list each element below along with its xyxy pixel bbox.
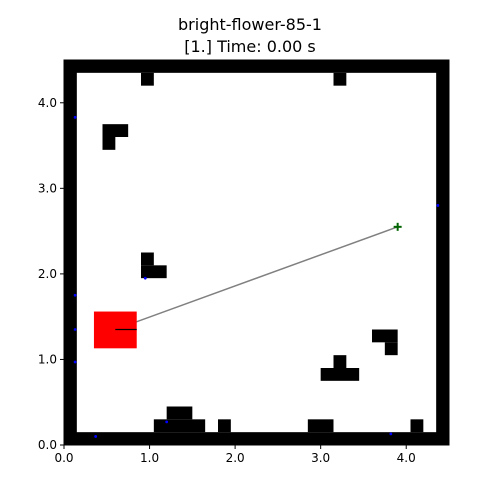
wall-block	[153, 419, 206, 433]
wall-block	[64, 432, 449, 445]
wall-block	[64, 60, 449, 73]
goal-layer	[393, 222, 402, 231]
wall-block	[141, 72, 154, 86]
wall-block	[384, 342, 398, 356]
sensor-point	[73, 293, 77, 297]
wall-block	[102, 137, 116, 150]
y-tick-label: 0.0	[38, 438, 57, 452]
wall-block	[141, 265, 167, 279]
x-axis: 0.0 1.0 2.0 3.0 4.0	[54, 445, 416, 465]
x-tick-label: 2.0	[226, 451, 245, 465]
wall-block	[64, 60, 77, 445]
wall-block	[333, 72, 347, 86]
goal-marker	[393, 222, 402, 231]
sensor-point	[165, 420, 169, 424]
wall-block	[333, 355, 347, 368]
plot-time-readout: [1.] Time: 0.00 s	[184, 37, 316, 56]
wall-block	[410, 419, 424, 433]
plot-title: bright-flower-85-1	[178, 15, 322, 34]
sensor-point	[94, 435, 98, 438]
x-tick-label: 3.0	[311, 451, 330, 465]
sensor-layer	[73, 115, 440, 438]
wall-block	[307, 419, 334, 433]
sensor-point	[73, 328, 77, 331]
y-tick-label: 2.0	[38, 267, 57, 281]
sensor-point	[73, 360, 77, 364]
wall-block	[436, 60, 449, 445]
path-layer	[115, 226, 398, 331]
x-tick-label: 1.0	[140, 451, 159, 465]
wall-block	[320, 368, 360, 381]
goal-direction-line	[115, 226, 398, 331]
sensor-point	[73, 115, 77, 119]
walls-layer	[64, 60, 449, 445]
x-tick-label: 4.0	[397, 451, 416, 465]
y-tick-label: 4.0	[38, 96, 57, 110]
wall-block	[141, 252, 154, 266]
wall-block	[166, 406, 193, 420]
sensor-point	[436, 204, 440, 207]
sensor-point	[389, 432, 393, 436]
sensor-point	[143, 276, 147, 280]
agent-layer	[93, 311, 137, 349]
wall-block	[372, 329, 398, 343]
x-tick-label: 0.0	[54, 451, 73, 465]
y-axis: 0.0 1.0 2.0 3.0 4.0	[38, 96, 64, 452]
axes-frame	[63, 59, 450, 446]
wall-block	[218, 419, 231, 433]
y-tick-label: 1.0	[38, 352, 57, 366]
wall-block	[102, 124, 129, 137]
y-tick-label: 3.0	[38, 181, 57, 195]
